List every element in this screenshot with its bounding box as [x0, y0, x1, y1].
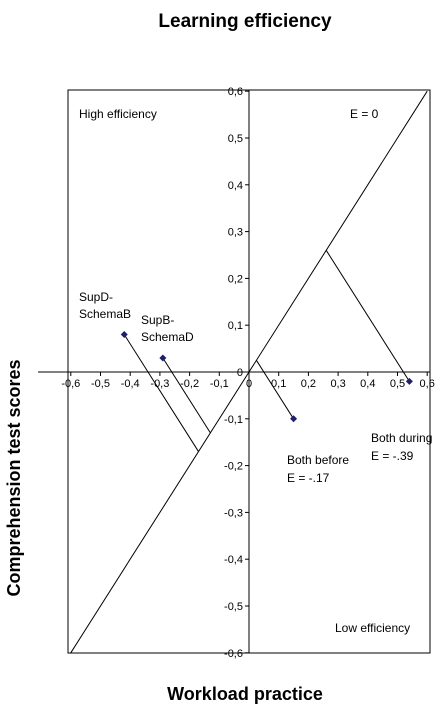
y-tick-label: 0 — [237, 367, 243, 379]
tick-labels: -0,6 -0,5 -0,4 -0,3 -0,2 -0,1 0 0,1 0,2 0,3 0,4 0,5… — [61, 86, 435, 660]
distance-line — [162, 357, 211, 434]
data-point-marker — [290, 415, 298, 423]
y-tick-label: -0,6 — [224, 648, 243, 660]
y-tick-label: 0,5 — [228, 133, 243, 145]
distance-line — [256, 360, 294, 420]
x-tick-label: 0,2 — [301, 378, 316, 390]
x-axis-label: Workload practice — [167, 684, 323, 704]
data-points — [120, 331, 413, 423]
y-tick-label: 0,1 — [228, 320, 243, 332]
x-tick-label: -0,5 — [91, 378, 110, 390]
both-during-label: Both during — [371, 431, 432, 445]
both-before-efficiency: E = -.17 — [287, 471, 330, 485]
distance-line — [325, 250, 410, 382]
y-tick-label: 0,6 — [228, 86, 243, 98]
y-tick-label: -0,5 — [224, 601, 243, 613]
e-zero-label: E = 0 — [350, 107, 379, 121]
efficiency-reference-line — [70, 90, 428, 654]
low-efficiency-label: Low efficiency — [335, 621, 410, 635]
high-efficiency-label: High efficiency — [79, 107, 157, 121]
x-tick-label: -0,1 — [210, 378, 229, 390]
both-during-efficiency: E = -.39 — [371, 449, 414, 463]
y-tick-label: -0,4 — [224, 554, 243, 566]
supd-schemab-label: SchemaB — [79, 307, 131, 321]
annotations: High efficiency Low efficiency SupD- Schema… — [79, 107, 432, 635]
data-point-marker — [405, 377, 413, 385]
x-tick-label: 0,6 — [420, 378, 435, 390]
chart-title: Learning efficiency — [158, 11, 332, 32]
x-tick-label: -0,4 — [121, 378, 140, 390]
x-tick-label: -0,6 — [61, 378, 80, 390]
x-tick-label: 0 — [246, 378, 252, 390]
supb-schemad-label: SchemaD — [141, 330, 194, 344]
y-tick-label: 0,4 — [228, 180, 243, 192]
y-tick-label: 0,3 — [228, 227, 243, 239]
y-tick-label: -0,1 — [224, 414, 243, 426]
e-zero-line — [70, 90, 428, 654]
supb-schemad-label: SupB- — [141, 313, 174, 327]
y-tick-label: 0,2 — [228, 273, 243, 285]
x-tick-label: -0,3 — [150, 378, 169, 390]
y-axis-label: Comprehension test scores — [4, 359, 24, 596]
y-tick-label: -0,2 — [224, 461, 243, 473]
x-tick-label: 0,3 — [330, 378, 345, 390]
supd-schemab-label: SupD- — [79, 290, 113, 304]
y-tick-label: -0,3 — [224, 507, 243, 519]
both-before-label: Both before — [287, 453, 349, 467]
x-tick-label: 0,5 — [390, 378, 405, 390]
data-point-marker — [120, 331, 128, 339]
data-point-marker — [159, 354, 167, 362]
distance-lines — [123, 250, 410, 452]
x-tick-label: 0,4 — [360, 378, 375, 390]
distance-line — [123, 334, 199, 452]
x-tick-label: -0,2 — [180, 378, 199, 390]
x-tick-label: 0,1 — [271, 378, 286, 390]
